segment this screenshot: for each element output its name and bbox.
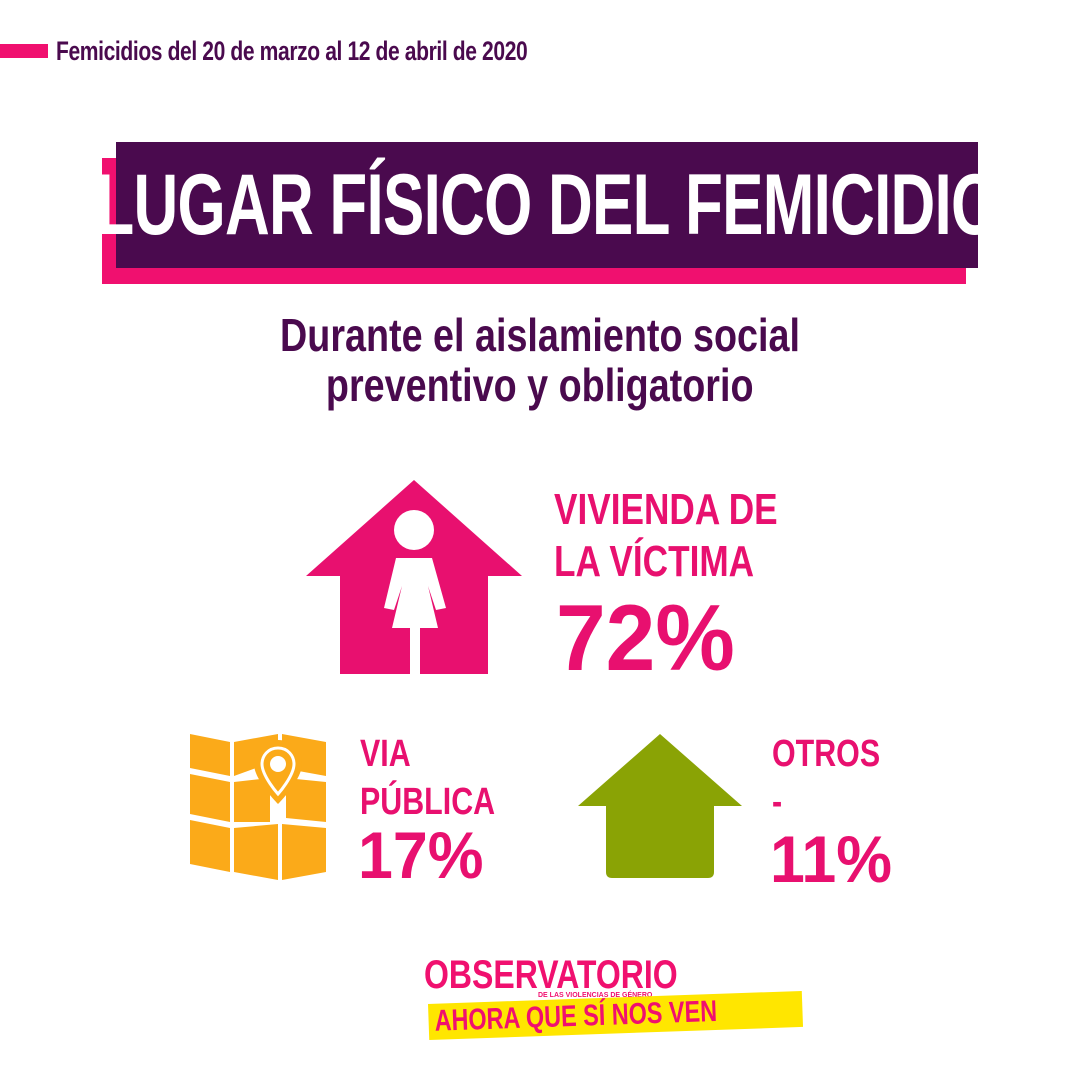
header-date-range: Femicidios del 20 de marzo al 12 de abri… bbox=[56, 36, 528, 66]
subtitle-line-2: preventivo y obligatorio bbox=[326, 359, 754, 411]
stat-other-label: OTROS - bbox=[772, 733, 881, 823]
stat-street-value: 17% bbox=[358, 818, 484, 892]
stat-other-value: 11% bbox=[770, 822, 893, 896]
title-box: LUGAR FÍSICO DEL FEMICIDIO bbox=[96, 142, 999, 268]
page-title: LUGAR FÍSICO DEL FEMICIDIO bbox=[95, 156, 999, 253]
subtitle-line-1: Durante el aislamiento social bbox=[280, 309, 800, 361]
logo-ahora-que-si-nos-ven: AHORA QUE SÍ NOS VEN bbox=[428, 990, 804, 1040]
logo-observatorio: OBSERVATORIO bbox=[424, 953, 678, 997]
map-pin-icon bbox=[190, 734, 326, 880]
subtitle: Durante el aislamiento social preventivo… bbox=[0, 310, 1080, 410]
house-icon bbox=[578, 734, 742, 878]
stat-street-label: VIA PÚBLICA bbox=[360, 733, 496, 823]
house-woman-icon bbox=[306, 480, 522, 674]
header-accent-bar bbox=[0, 44, 48, 58]
stat-home-label: VIVIENDA DE LA VÍCTIMA bbox=[554, 485, 778, 586]
logo-subtitle: DE LAS VIOLENCIAS DE GÉNERO bbox=[538, 992, 653, 999]
stat-home-value: 72% bbox=[556, 585, 735, 690]
